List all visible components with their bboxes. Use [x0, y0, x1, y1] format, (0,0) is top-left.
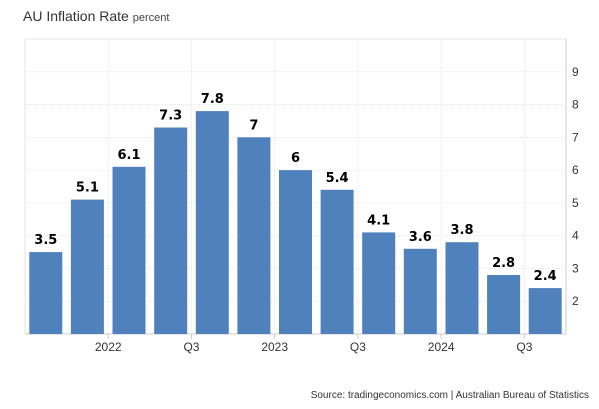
- x-tick-label-5: Q3: [516, 340, 532, 354]
- data-label-4: 7.8: [201, 92, 224, 107]
- y-axis-ticks: 2 3 4 5 6 7 8 9: [572, 65, 579, 308]
- y-tick-label-3: 3: [572, 261, 579, 275]
- bar-7: [321, 190, 354, 334]
- bar-11: [487, 275, 520, 334]
- y-tick-label-8: 8: [572, 98, 579, 112]
- data-label-10: 3.8: [450, 223, 473, 238]
- bar-12: [529, 288, 562, 334]
- data-label-3: 7.3: [159, 109, 182, 124]
- data-label-7: 5.4: [326, 171, 349, 186]
- bar-1: [71, 200, 104, 334]
- y-tick-label-4: 4: [572, 229, 579, 243]
- y-tick-label-9: 9: [572, 65, 579, 79]
- bar-9: [404, 249, 437, 334]
- x-tick-label-4: 2024: [428, 340, 455, 354]
- x-tick-label-0: 2022: [95, 340, 122, 354]
- y-tick-label-5: 5: [572, 196, 579, 210]
- bar-4: [196, 111, 229, 334]
- bar-10: [446, 242, 479, 334]
- bar-3: [154, 128, 187, 335]
- data-label-0: 3.5: [34, 233, 57, 248]
- y-tick-label-6: 6: [572, 163, 579, 177]
- data-label-8: 4.1: [367, 213, 390, 228]
- bar-5: [237, 137, 270, 334]
- x-tick-label-1: Q3: [183, 340, 199, 354]
- data-label-11: 2.8: [492, 256, 515, 271]
- data-label-9: 3.6: [409, 230, 432, 245]
- source-note: Source: tradingeconomics.com | Australia…: [311, 390, 589, 401]
- bar-6: [279, 170, 312, 334]
- data-label-1: 5.1: [76, 181, 99, 196]
- bar-0: [29, 252, 62, 334]
- data-label-12: 2.4: [534, 269, 557, 284]
- bar-2: [113, 167, 146, 334]
- x-tick-label-2: 2023: [261, 340, 288, 354]
- data-label-6: 6: [291, 151, 300, 166]
- y-tick-label-2: 2: [572, 294, 579, 308]
- data-label-5: 7: [249, 118, 258, 133]
- bars: [29, 111, 561, 334]
- y-tick-label-7: 7: [572, 130, 579, 144]
- bar-8: [362, 232, 395, 334]
- data-label-2: 6.1: [117, 148, 140, 163]
- x-axis-ticks: 2022 Q3 2023 Q3 2024 Q3: [95, 334, 533, 354]
- x-tick-label-3: Q3: [350, 340, 366, 354]
